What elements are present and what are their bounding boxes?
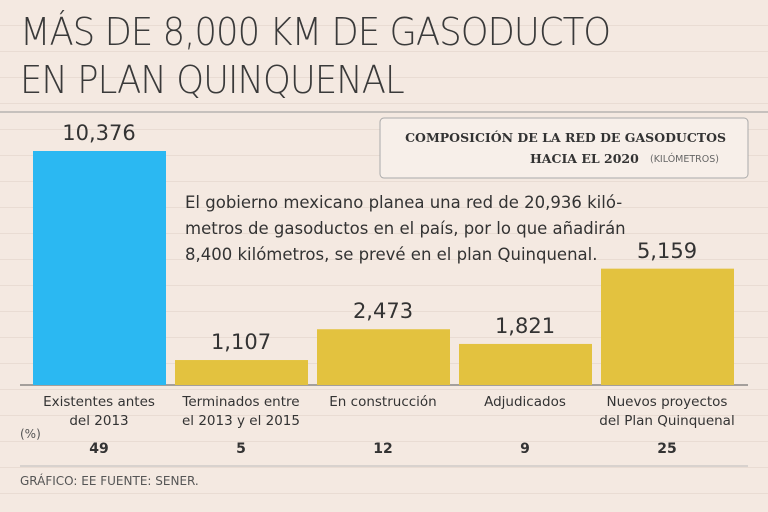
- legend-title: HACIA EL 2020: [530, 151, 639, 166]
- bar: [175, 360, 308, 385]
- percent-label: (%): [20, 427, 41, 441]
- annotation: El gobierno mexicano planea una red de 2…: [185, 193, 623, 212]
- x-tick-label: Existentes antes del 2013: [43, 394, 155, 429]
- value-label: 2,473: [352, 299, 414, 324]
- legend-box: [379, 117, 749, 179]
- legend-title: COMPOSICIÓN DE LA RED DE GASODUCTOS: [405, 130, 726, 145]
- title: MÁS DE 8,000 KM DE GASODUCTO: [20, 10, 611, 54]
- bar: [459, 343, 592, 385]
- annotation: metros de gasoductos en el país, por lo …: [185, 219, 626, 238]
- percent: 49: [89, 441, 109, 457]
- title: EN PLAN QUINQUENAL: [20, 58, 405, 102]
- bar: [601, 268, 734, 385]
- legend-unit: (KILÓMETROS): [650, 154, 719, 165]
- value-label: 1,821: [494, 313, 556, 338]
- x-tick-label: Adjudicados: [484, 394, 566, 410]
- x-tick-label: En construcción: [329, 394, 437, 410]
- value-label: 1,107: [210, 330, 272, 355]
- source: GRÁFICO: EE FUENTE: SENER.: [20, 474, 199, 488]
- x-tick-label: Terminados entre el 2013 y el 2015: [182, 394, 300, 429]
- value-label: 5,159: [636, 238, 698, 263]
- annotation: 8,400 kilómetros, se prevé en el plan Qu…: [185, 245, 598, 264]
- percent: 5: [236, 441, 246, 457]
- bar: [33, 151, 166, 385]
- percent: 9: [520, 441, 530, 457]
- percent: 25: [657, 441, 677, 457]
- x-tick-label: Nuevos proyectos del Plan Quinquenal: [599, 394, 735, 429]
- bar: [317, 329, 450, 385]
- value-label: 10,376: [62, 121, 136, 145]
- percent: 12: [373, 441, 393, 457]
